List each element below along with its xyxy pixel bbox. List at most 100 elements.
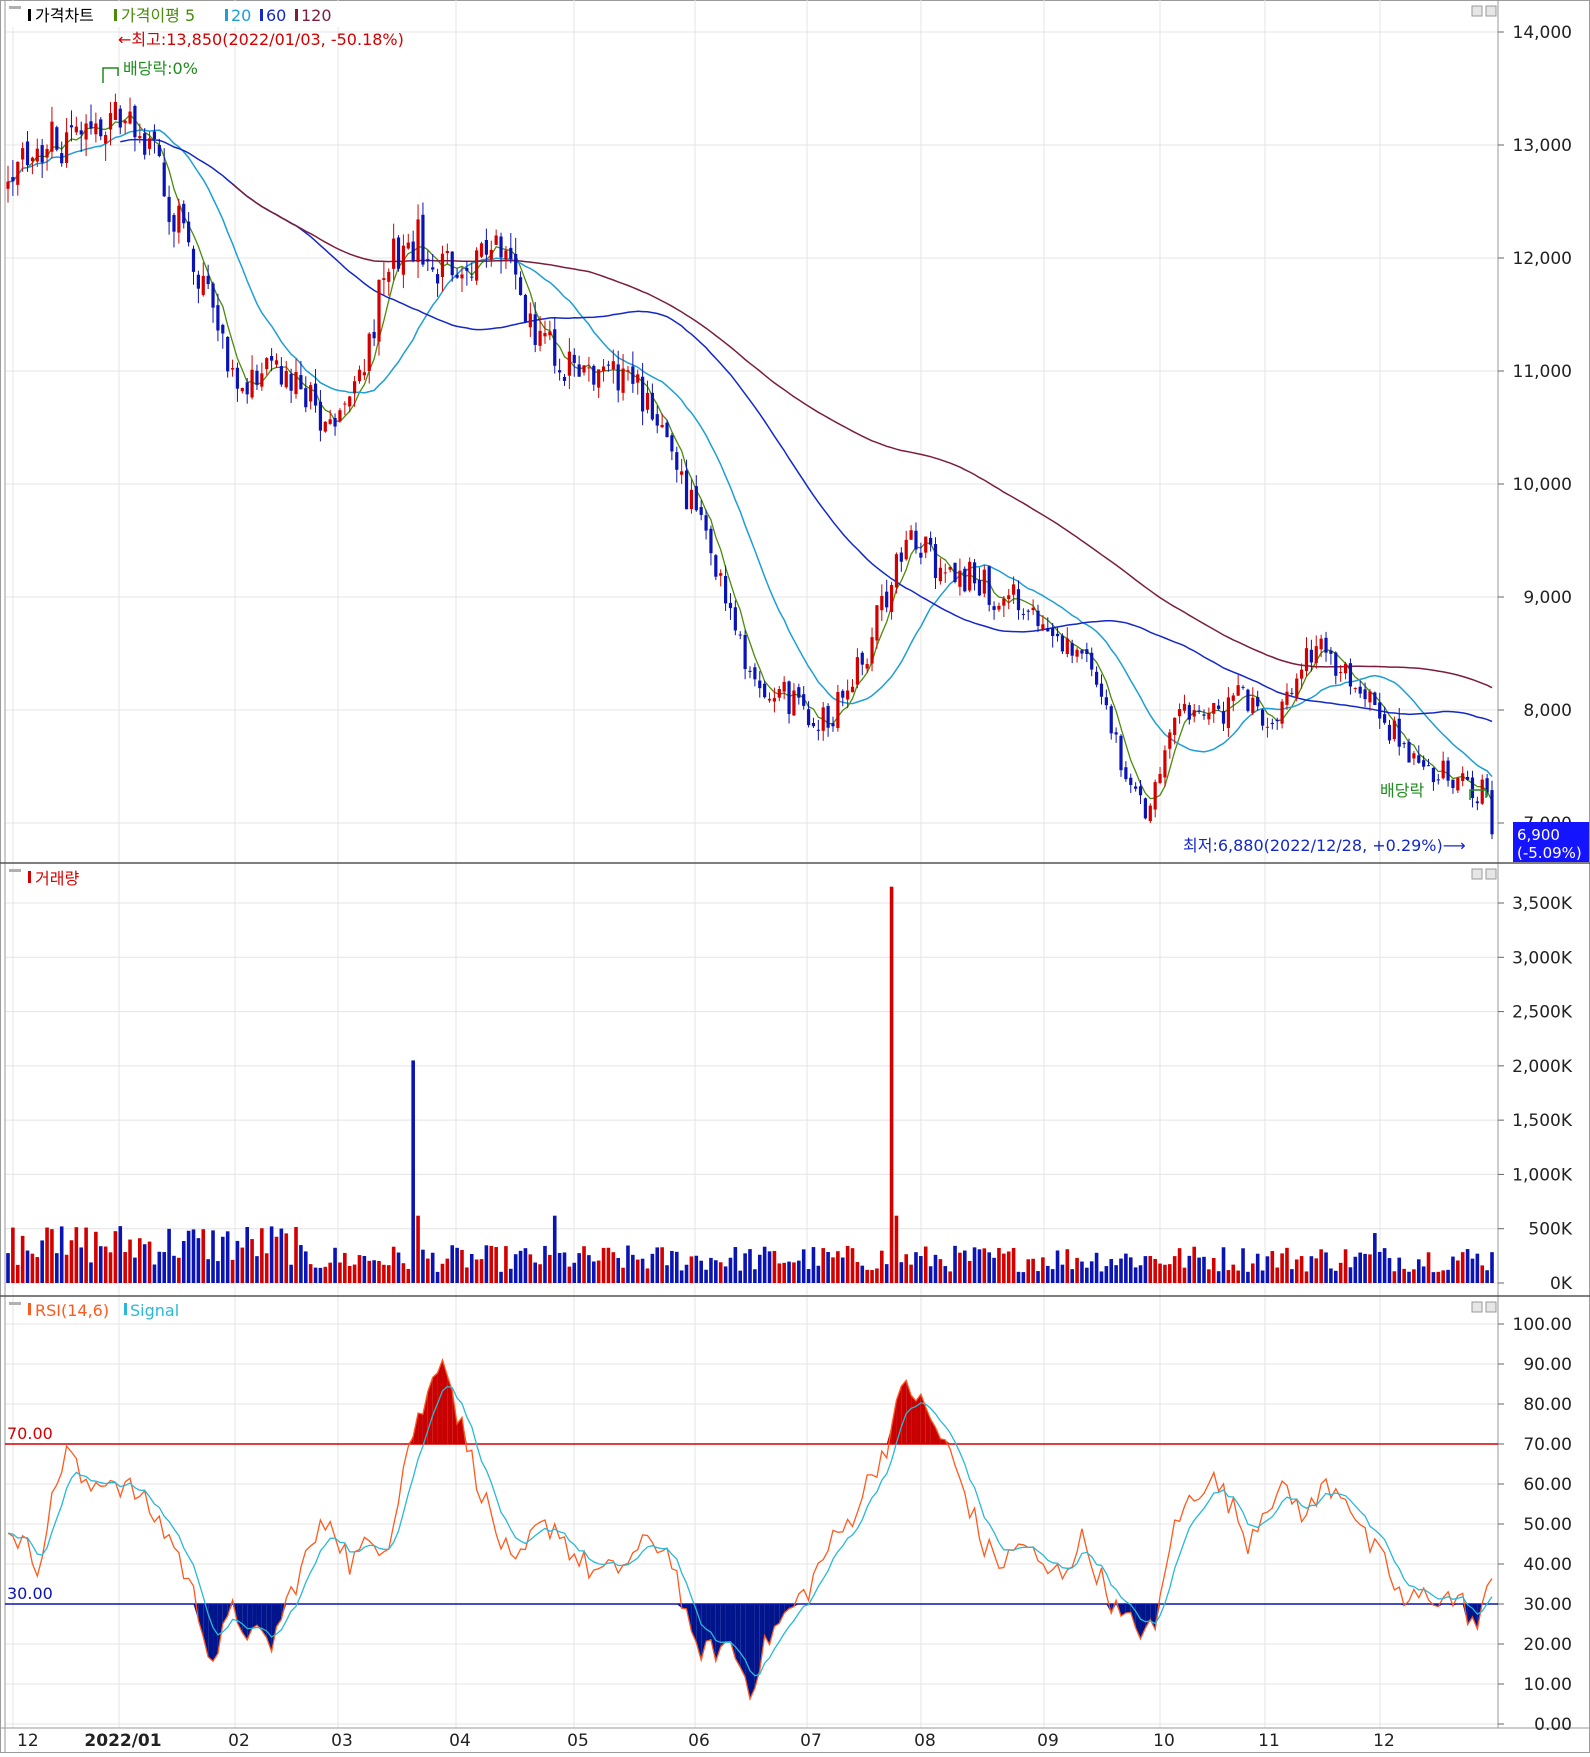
volume-panel-buttons[interactable] — [1471, 868, 1497, 880]
candle-body — [69, 125, 74, 128]
volume-bar — [626, 1245, 630, 1283]
candle — [196, 270, 200, 304]
oversold-area — [208, 1604, 214, 1662]
candle-body — [211, 283, 215, 308]
candle-body — [680, 471, 684, 475]
candle-body — [426, 259, 430, 262]
volume-bar — [1026, 1259, 1031, 1283]
oversold-area — [701, 1604, 707, 1661]
volume-bar — [35, 1257, 40, 1283]
oversold-area — [1467, 1604, 1473, 1625]
candle — [694, 475, 698, 512]
legend-signal: Signal — [130, 1301, 179, 1320]
volume-bar — [1036, 1271, 1040, 1283]
volume-bar — [709, 1257, 713, 1283]
legend-ma120: 120 — [301, 6, 332, 25]
volume-bar — [674, 1251, 679, 1283]
candle — [1075, 647, 1079, 663]
candle — [1490, 780, 1494, 840]
candle — [152, 124, 157, 154]
candle — [821, 701, 825, 741]
rsi-panel-buttons[interactable] — [1471, 1301, 1497, 1313]
minimize-icon[interactable] — [1471, 5, 1483, 17]
volume-bar — [460, 1249, 464, 1283]
candle-body — [318, 401, 323, 431]
candle — [40, 138, 44, 178]
volume-bar — [616, 1257, 620, 1283]
volume-legend: 거래량 — [9, 869, 79, 888]
candle — [226, 336, 230, 378]
minimize-icon[interactable] — [1471, 868, 1483, 880]
candle-body — [543, 333, 547, 337]
candle-body — [1163, 750, 1167, 778]
candle — [1168, 729, 1172, 759]
volume-bar — [1319, 1249, 1323, 1283]
volume-bar — [430, 1252, 435, 1283]
candle — [304, 376, 308, 413]
candle-body — [333, 417, 337, 427]
candle-body — [977, 579, 982, 596]
candle-body — [1407, 741, 1411, 763]
price-axis: 14,000 13,000 12,000 11,000 10,000 9,000 8,000… — [1498, 23, 1572, 834]
current-change: (-5.09%) — [1517, 844, 1582, 862]
candle-body — [16, 161, 20, 185]
candle — [1012, 576, 1016, 604]
volume-bar — [289, 1264, 293, 1283]
volume-bar — [260, 1228, 264, 1283]
volume-bar — [181, 1241, 186, 1283]
candle — [894, 552, 899, 594]
candle-body — [1002, 598, 1006, 606]
rsi-tick-label: 20.00 — [1523, 1635, 1572, 1655]
candle — [1202, 709, 1206, 720]
volume-bar — [762, 1246, 767, 1283]
volume-tick-label: 1,500K — [1512, 1111, 1573, 1131]
candle — [343, 401, 347, 416]
candle-body — [929, 537, 933, 545]
candle-body — [226, 336, 230, 372]
candle-body — [1241, 686, 1245, 688]
candle-body — [514, 253, 518, 275]
candle-body — [606, 364, 611, 366]
volume-bar — [323, 1266, 328, 1283]
candle — [352, 376, 357, 407]
candle-body — [113, 101, 117, 120]
volume-bar — [474, 1259, 479, 1283]
time-tick-label: 04 — [449, 1731, 471, 1751]
volume-bar — [118, 1226, 123, 1283]
candle-body — [670, 435, 674, 452]
candle-body — [1036, 610, 1040, 626]
price-tick-label: 12,000 — [1513, 249, 1572, 269]
candle — [1465, 770, 1470, 781]
candle — [753, 663, 757, 687]
volume-bar — [880, 1250, 884, 1283]
maximize-icon[interactable] — [1485, 1301, 1497, 1313]
price-panel-buttons[interactable] — [1471, 5, 1497, 17]
candle-body — [108, 113, 113, 130]
candle — [758, 671, 762, 698]
volume-bar — [377, 1260, 381, 1283]
volume-bar — [79, 1247, 84, 1283]
volume-bar — [977, 1249, 982, 1283]
candle — [157, 138, 161, 158]
volume-bar — [611, 1252, 616, 1283]
candle — [60, 141, 64, 167]
maximize-icon[interactable] — [1485, 868, 1497, 880]
volume-bar — [489, 1245, 494, 1283]
candle-body — [240, 387, 244, 392]
candle — [1363, 682, 1367, 708]
overbought-area — [915, 1394, 921, 1444]
candle-body — [201, 275, 205, 295]
volume-bar — [1065, 1249, 1070, 1283]
volume-bar — [1329, 1268, 1333, 1283]
candle-body — [1026, 610, 1030, 612]
candle-body — [523, 294, 528, 322]
maximize-icon[interactable] — [1485, 5, 1497, 17]
minimize-icon[interactable] — [1471, 1301, 1483, 1313]
candle — [909, 525, 913, 541]
candle — [64, 118, 69, 168]
candle — [1158, 767, 1162, 785]
oversold-area — [735, 1604, 741, 1668]
volume-bar — [757, 1254, 762, 1283]
candle — [1143, 797, 1148, 820]
